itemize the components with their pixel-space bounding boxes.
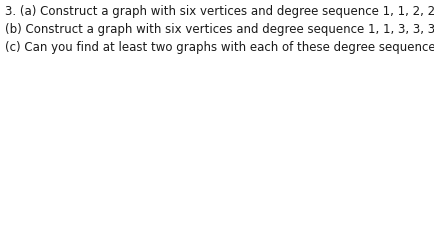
Text: (b) Construct a graph with six vertices and degree sequence 1, 1, 3, 3, 3, 3.: (b) Construct a graph with six vertices … [5, 23, 434, 36]
Text: (c) Can you find at least two graphs with each of these degree sequences?: (c) Can you find at least two graphs wit… [5, 41, 434, 54]
Text: 3. (a) Construct a graph with six vertices and degree sequence 1, 1, 2, 2, 3, 3.: 3. (a) Construct a graph with six vertic… [5, 5, 434, 18]
